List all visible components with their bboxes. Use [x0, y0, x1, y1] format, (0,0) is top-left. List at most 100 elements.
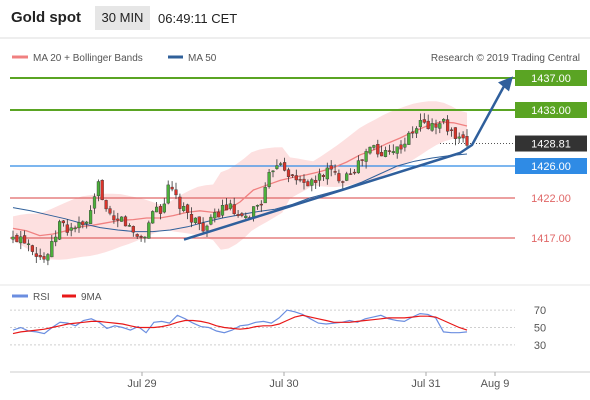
candle-body	[182, 205, 186, 211]
candle-body	[356, 160, 360, 174]
candle-body	[96, 181, 100, 197]
candle-body	[147, 222, 151, 239]
candle-body	[170, 186, 174, 190]
candle-body	[430, 123, 434, 131]
candle-body	[306, 181, 310, 187]
candle-body	[38, 255, 42, 258]
candle-body	[302, 178, 306, 183]
candle-body	[193, 217, 197, 223]
candle-body	[321, 174, 325, 177]
candle-body	[286, 169, 291, 177]
candle-body	[279, 163, 283, 165]
candle-body	[446, 119, 450, 132]
candle-body	[442, 118, 446, 122]
candle-body	[224, 204, 228, 211]
candle-body	[54, 236, 58, 243]
candle-body	[457, 136, 461, 139]
pivot-level-label: 1426.00	[531, 161, 571, 173]
candle-body	[197, 216, 201, 225]
candle-body	[244, 215, 248, 218]
resistance-level-label-box	[515, 102, 587, 118]
candle-body	[23, 235, 27, 244]
candle-body	[372, 145, 376, 148]
candle-body	[438, 123, 442, 129]
candle-body	[271, 170, 275, 173]
chart-header: Gold spot 30 MIN 06:49:11 CET	[0, 0, 590, 38]
candle-body	[461, 134, 465, 139]
candle-body	[166, 184, 170, 204]
candle-body	[449, 129, 454, 131]
support-level-label: 1422.00	[531, 193, 571, 205]
candle-body	[50, 241, 54, 258]
candle-body	[42, 256, 46, 260]
rsi-panel: 70 50 30	[10, 305, 546, 352]
candle-body	[88, 210, 93, 224]
candle-body	[240, 213, 244, 216]
candle-body	[185, 204, 190, 213]
candle-body	[154, 206, 159, 213]
moving-averages	[12, 121, 468, 237]
candle-body	[251, 206, 256, 218]
candle-body	[26, 243, 31, 246]
candle-body	[434, 123, 438, 128]
candle-body	[92, 196, 97, 209]
candle-body	[217, 211, 221, 218]
bollinger-band	[13, 101, 467, 260]
candle-body	[329, 165, 333, 170]
candle-body	[352, 171, 357, 174]
candle-body	[341, 181, 345, 183]
candle-body	[298, 179, 302, 181]
candle-body	[407, 132, 411, 145]
candle-body	[61, 220, 65, 224]
trend-arrow-head	[498, 76, 513, 92]
candle-body	[368, 146, 372, 154]
candle-body	[426, 120, 430, 129]
candle-body	[85, 221, 89, 224]
candle-body	[108, 208, 112, 214]
timestamp: 06:49:11 CET	[158, 11, 238, 26]
ma20-line	[12, 121, 468, 237]
main-legend: MA 20 + Bollinger Bands MA 50 Research ©…	[12, 53, 580, 64]
candle-body	[100, 179, 104, 200]
candle-body	[395, 146, 399, 154]
x-tick-label: Jul 31	[411, 378, 440, 390]
rsi-line	[12, 309, 468, 335]
candle-body	[189, 213, 194, 223]
candle-body	[418, 120, 422, 128]
candle-body	[104, 200, 108, 210]
candle-body	[30, 245, 34, 252]
candle-body	[411, 131, 415, 134]
candle-body	[228, 203, 232, 209]
candle-body	[127, 225, 131, 227]
ma50-line	[12, 153, 468, 233]
candle-body	[349, 173, 353, 175]
rsi-ma-line	[12, 314, 468, 335]
candle-body	[314, 180, 318, 183]
candle-body	[205, 225, 209, 231]
candle-body	[46, 254, 50, 261]
candle-body	[139, 235, 143, 238]
candle-body	[19, 236, 23, 244]
candle-body	[263, 187, 267, 204]
candle-body	[131, 226, 135, 233]
support-level-label-box	[515, 190, 587, 206]
rsi-ma-legend-label: 9MA	[81, 292, 102, 303]
candle-body	[387, 150, 391, 152]
candle-body	[317, 173, 322, 181]
candle-body	[259, 203, 263, 206]
candle-body	[403, 143, 407, 148]
candle-body	[112, 215, 116, 221]
candle-body	[360, 159, 364, 161]
candle-body	[232, 204, 236, 215]
candle-body	[116, 218, 120, 221]
timeframe-selector[interactable]: 30 MIN	[95, 6, 150, 30]
resistance-level-label: 1433.00	[531, 105, 571, 117]
candle-body	[151, 211, 155, 224]
ma50-legend-label: MA 50	[188, 53, 217, 64]
rsi-legend-label: RSI	[33, 292, 50, 303]
candle-body	[220, 204, 225, 216]
level-labels: 1437.00 1433.00 1428.81 1426.00 1422.00 1417.…	[515, 70, 587, 246]
candle-body	[69, 227, 73, 231]
candle-body	[399, 144, 403, 150]
candle-body	[294, 175, 298, 181]
